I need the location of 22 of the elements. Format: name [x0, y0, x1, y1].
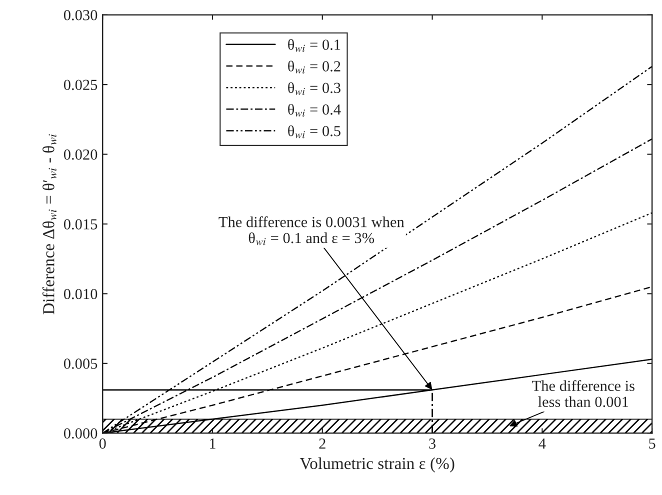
- annotation: The difference is 0.0031 when θ$_{wi}$ = 0.1 and ε = 3%: [218, 216, 404, 246]
- y-tick-label: 0.020: [64, 149, 98, 160]
- y-tick-label: 0.010: [64, 288, 98, 300]
- y-tick-label: 0.025: [64, 80, 98, 90]
- legend-label: θ$_{wi}$ = 0.4: [288, 104, 341, 117]
- x-tick-label: 5: [649, 438, 656, 449]
- y-axis-title: Difference Δθ$_{wi}$ = θ′$_{wi}$ - θ$_{wi}$: [42, 134, 57, 314]
- legend-label: θ$_{wi}$ = 0.5: [288, 125, 340, 138]
- y-tick-label: 0.005: [64, 358, 98, 369]
- y-tick-label: 0.030: [64, 10, 98, 20]
- x-tick-label: 4: [538, 438, 546, 449]
- x-tick-label: 3: [429, 438, 436, 449]
- x-tick-label: 1: [210, 438, 216, 449]
- legend-label: θ$_{wi}$ = 0.2: [288, 60, 340, 74]
- x-tick-label: 2: [319, 438, 326, 449]
- legend-label: θ$_{wi}$ = 0.3: [288, 82, 340, 96]
- annotation: The difference is less than 0.001: [532, 380, 634, 408]
- x-axis-title: Volumetric strain ε (%): [300, 457, 454, 473]
- x-tick-label: 0: [99, 438, 106, 449]
- y-tick-label: 0.015: [64, 219, 98, 230]
- y-tick-label: 0.000: [64, 428, 98, 439]
- legend-label: θ$_{wi}$ = 0.1: [288, 39, 340, 52]
